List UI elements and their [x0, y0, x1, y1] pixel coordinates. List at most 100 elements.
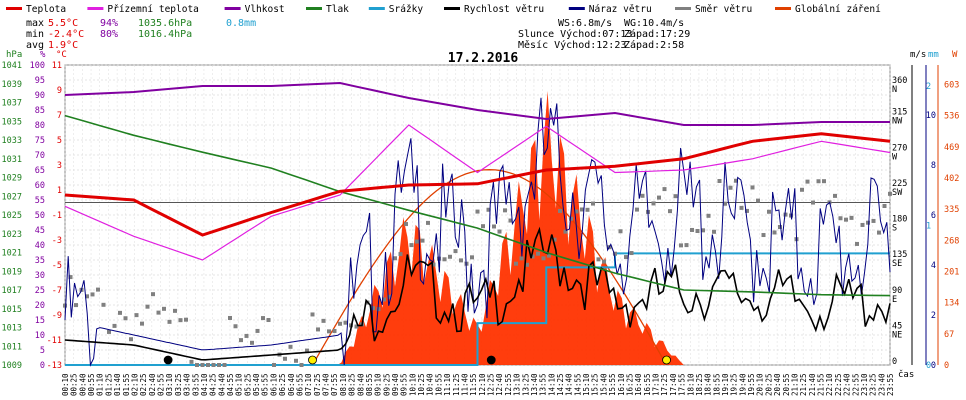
wind-dir-point	[728, 185, 733, 190]
time-tick: 13:25	[521, 373, 530, 396]
time-tick: 03:10	[165, 373, 174, 396]
wind-dir-point	[156, 310, 161, 315]
axis-title-hpa_title: hPa	[6, 50, 22, 60]
axes: 1041103910371035103310311029102710251023…	[2, 50, 960, 396]
time-tick: 18:10	[686, 373, 695, 396]
legend-label-0: Teplota	[26, 4, 66, 15]
time-tick: 22:40	[843, 373, 852, 396]
time-tick: 23:25	[869, 373, 878, 396]
stats-min-temp: -2.4°C	[48, 29, 84, 40]
time-tick: 09:10	[374, 373, 383, 396]
wind-dir-point	[387, 294, 392, 299]
wind-dir-point	[547, 253, 551, 258]
wind-dir-point	[783, 212, 788, 217]
stats-min-press: 1016.4hPa	[138, 29, 192, 40]
wind-dir-point	[151, 292, 155, 297]
time-tick: 02:55	[157, 373, 166, 396]
sunset-marker	[662, 355, 671, 365]
wind-dir-point	[816, 179, 821, 184]
time-tick: 19:40	[738, 373, 747, 396]
series-humidity	[64, 81, 890, 126]
time-tick: 17:10	[652, 373, 661, 396]
time-tick: 10:40	[426, 373, 435, 396]
axis-dir-tick: S	[892, 224, 897, 234]
sun-rise: Slunce Východ:07:13	[518, 28, 632, 40]
time-tick: 17:25	[660, 373, 669, 396]
series-wind-gust	[64, 97, 891, 367]
stats-max-temp: 5.5°C	[48, 18, 78, 29]
legend-swatch-5	[444, 7, 460, 10]
moonset-marker	[163, 355, 173, 365]
time-tick: 15:55	[608, 373, 617, 396]
legend-label-7: Směr větru	[695, 4, 752, 15]
wind-dir-point	[96, 287, 100, 292]
axis-hpa-tick: 1019	[2, 267, 22, 277]
time-tick: 20:10	[756, 373, 765, 396]
wind-dir-point	[415, 239, 419, 244]
axis-dir-tick: W	[892, 152, 898, 162]
time-tick: 18:25	[695, 373, 704, 396]
time-tick: 21:10	[790, 373, 799, 396]
legend-label-2: Vlhkost	[245, 4, 285, 15]
series-temperature	[64, 132, 891, 237]
legend-item-8: Globální záření	[775, 4, 881, 15]
time-tick: 11:10	[443, 373, 452, 396]
wind-dir-point	[756, 198, 760, 203]
wind-dir-point	[508, 218, 513, 223]
stats-max-press: 1035.6hPa	[138, 18, 192, 29]
time-tick: 04:40	[217, 373, 226, 396]
axis-title-time: čas	[898, 369, 914, 380]
axis-pct-tick: 85	[35, 106, 45, 116]
legend-item-0: Teplota	[6, 4, 66, 15]
wind-wg: WG:10.4m/s	[624, 18, 684, 29]
wind-dir-point	[662, 187, 667, 192]
legend-label-3: Tlak	[326, 4, 349, 15]
wind-dir-point	[530, 254, 535, 259]
axis-dir-tick: 180	[892, 215, 907, 225]
wind-dir-point	[739, 205, 744, 210]
chart-title: 17.2.2016	[448, 51, 519, 66]
wind-dir-point	[668, 209, 672, 214]
wind-dir-point	[514, 261, 518, 266]
wind-dir-point	[288, 344, 293, 349]
wind-dir-point	[371, 306, 375, 311]
stats-avg-temp: 1.9°C	[48, 40, 78, 51]
wind-dir-point	[591, 201, 595, 206]
wind-dir-point	[541, 256, 546, 261]
sun-moon-panel: WS:6.8m/s WG:10.4m/s Slunce Východ:07:13…	[518, 18, 690, 51]
time-tick: 03:25	[174, 373, 183, 396]
time-tick: 10:55	[434, 373, 443, 396]
wind-dir-point	[470, 255, 474, 260]
wind-dir-point	[134, 313, 139, 318]
time-tick: 08:40	[356, 373, 365, 396]
time-tick: 05:40	[252, 373, 261, 396]
legend-swatch-2	[224, 7, 241, 10]
time-tick: 01:10	[96, 373, 105, 396]
wind-dir-point	[558, 208, 562, 213]
legend: Teplota Přízemní teplota Vlhkost Tlak Srážky…	[6, 4, 881, 15]
axis-pct-tick: 90	[35, 91, 45, 101]
legend-swatch-6	[568, 7, 585, 10]
axis-dir-tick: NW	[892, 117, 903, 127]
wind-dir-point	[206, 363, 210, 367]
axis-hpa-tick: 1041	[2, 61, 22, 71]
axis-title-c_title: °C	[56, 50, 67, 60]
wind-dir-point	[723, 201, 727, 206]
axis-hpa-tick: 1011	[2, 342, 22, 352]
wind-dir-point	[305, 348, 309, 353]
axis-pct-tick: 55	[35, 196, 45, 206]
axis-w-tick: 536	[944, 112, 959, 122]
wind-dir-point	[316, 327, 320, 332]
time-tick: 12:10	[478, 373, 487, 396]
axis-w-tick: 402	[944, 174, 959, 184]
wind-dir-point	[701, 228, 705, 233]
axis-temp-tick: -13	[47, 361, 62, 371]
wind-dir-point	[310, 312, 315, 317]
wind-dir-point	[574, 209, 579, 214]
axis-w-tick: 201	[944, 268, 959, 278]
wind-dir-point	[228, 315, 232, 320]
wind-dir-point	[525, 262, 529, 267]
time-tick: 05:55	[261, 373, 270, 396]
legend-item-4: Srážky	[368, 4, 423, 15]
